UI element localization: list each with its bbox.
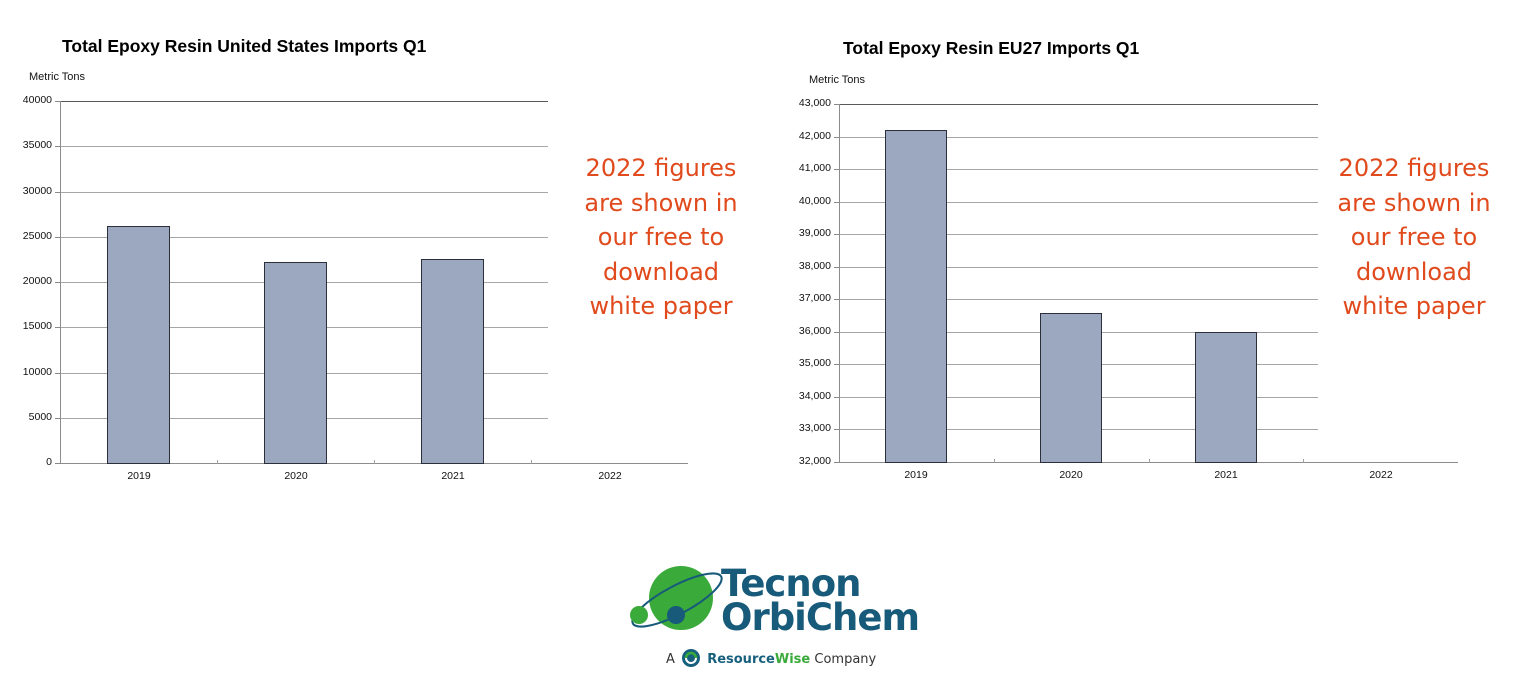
y-axis xyxy=(60,101,61,463)
bar-2019 xyxy=(885,130,947,463)
gridline xyxy=(839,267,1318,268)
x-tick-mark xyxy=(531,460,532,464)
y-tick-label: 42,000 xyxy=(798,130,831,142)
orbit-logo-icon xyxy=(630,566,723,630)
gridline xyxy=(60,237,548,238)
x-tick-label: 2020 xyxy=(284,470,308,482)
x-tick-mark xyxy=(1149,459,1150,463)
y-tick-label: 32,000 xyxy=(798,455,831,467)
y-tick-mark xyxy=(55,146,60,147)
y-tick-label: 30000 xyxy=(22,185,52,197)
y-tick-label: 10000 xyxy=(22,366,52,378)
y-tick-label: 36,000 xyxy=(798,325,831,337)
bar-2020 xyxy=(264,262,327,464)
y-tick-mark xyxy=(834,234,839,235)
y-tick-label: 41,000 xyxy=(798,162,831,174)
x-tick-label: 2020 xyxy=(1059,469,1083,481)
bar-2021 xyxy=(1195,332,1257,463)
y-tick-mark xyxy=(55,282,60,283)
gridline xyxy=(60,192,548,193)
y-tick-mark xyxy=(834,137,839,138)
x-tick-label: 2022 xyxy=(598,470,622,482)
y-tick-mark xyxy=(55,101,60,102)
chart-title: Total Epoxy Resin United States Imports … xyxy=(62,36,427,56)
x-tick-mark xyxy=(217,460,218,464)
bar-2020 xyxy=(1040,313,1102,463)
y-tick-label: 35000 xyxy=(22,139,52,151)
y-tick-mark xyxy=(55,463,60,464)
y-tick-mark xyxy=(55,327,60,328)
chart-title: Total Epoxy Resin EU27 Imports Q1 xyxy=(843,38,1140,58)
gridline xyxy=(839,137,1318,138)
y-tick-mark xyxy=(55,418,60,419)
y-tick-label: 20000 xyxy=(22,275,52,287)
y-tick-mark xyxy=(834,429,839,430)
gridline xyxy=(60,146,548,147)
y-axis-unit-label: Metric Tons xyxy=(809,74,866,86)
gridline xyxy=(839,169,1318,170)
y-tick-label: 39,000 xyxy=(798,227,831,239)
y-tick-mark xyxy=(834,267,839,268)
y-axis xyxy=(839,104,840,462)
y-tick-label: 35,000 xyxy=(798,357,831,369)
y-tick-mark xyxy=(834,169,839,170)
y-tick-label: 25000 xyxy=(22,230,52,242)
y-tick-mark xyxy=(834,299,839,300)
gridline xyxy=(60,101,548,102)
x-tick-label: 2019 xyxy=(127,470,151,482)
resourcewise-brand: ResourceWise xyxy=(707,652,811,667)
logo-line-2: OrbiChem xyxy=(721,596,920,639)
gridline xyxy=(839,104,1318,105)
y-tick-label: 33,000 xyxy=(798,422,831,434)
y-tick-label: 37,000 xyxy=(798,292,831,304)
bar-2019 xyxy=(107,226,170,464)
y-tick-label: 5000 xyxy=(28,411,52,423)
tagline: A ResourceWise Company xyxy=(666,648,876,668)
y-tick-label: 40000 xyxy=(22,94,52,106)
white-paper-note: 2022 figures are shown in our free to do… xyxy=(1337,154,1491,320)
white-paper-note: 2022 figures are shown in our free to do… xyxy=(584,154,738,320)
x-tick-label: 2022 xyxy=(1369,469,1393,481)
y-tick-mark xyxy=(834,462,839,463)
y-tick-mark xyxy=(834,332,839,333)
y-tick-label: 34,000 xyxy=(798,390,831,402)
x-tick-label: 2019 xyxy=(904,469,928,481)
tecnon-orbichem-logo: Tecnon OrbiChem A ResourceWise Company xyxy=(625,560,920,675)
x-tick-label: 2021 xyxy=(441,470,465,482)
y-tick-label: 40,000 xyxy=(798,195,831,207)
y-tick-label: 15000 xyxy=(22,320,52,332)
y-tick-mark xyxy=(55,237,60,238)
y-tick-mark xyxy=(834,202,839,203)
y-tick-label: 0 xyxy=(46,456,52,468)
gridline xyxy=(839,234,1318,235)
gridline xyxy=(839,299,1318,300)
x-tick-mark xyxy=(374,460,375,464)
resourcewise-icon xyxy=(682,649,701,667)
x-tick-mark xyxy=(994,459,995,463)
bar-2021 xyxy=(421,259,484,464)
x-axis xyxy=(839,462,1458,463)
y-tick-mark xyxy=(834,104,839,105)
y-tick-mark xyxy=(834,364,839,365)
y-tick-mark xyxy=(55,192,60,193)
logo-line-1: Tecnon xyxy=(721,562,861,605)
gridline xyxy=(839,202,1318,203)
y-tick-mark xyxy=(55,373,60,374)
y-tick-label: 38,000 xyxy=(798,260,831,272)
y-axis-unit-label: Metric Tons xyxy=(29,71,86,83)
x-tick-mark xyxy=(1303,459,1304,463)
x-tick-label: 2021 xyxy=(1214,469,1238,481)
y-tick-label: 43,000 xyxy=(798,97,831,109)
y-tick-mark xyxy=(834,397,839,398)
